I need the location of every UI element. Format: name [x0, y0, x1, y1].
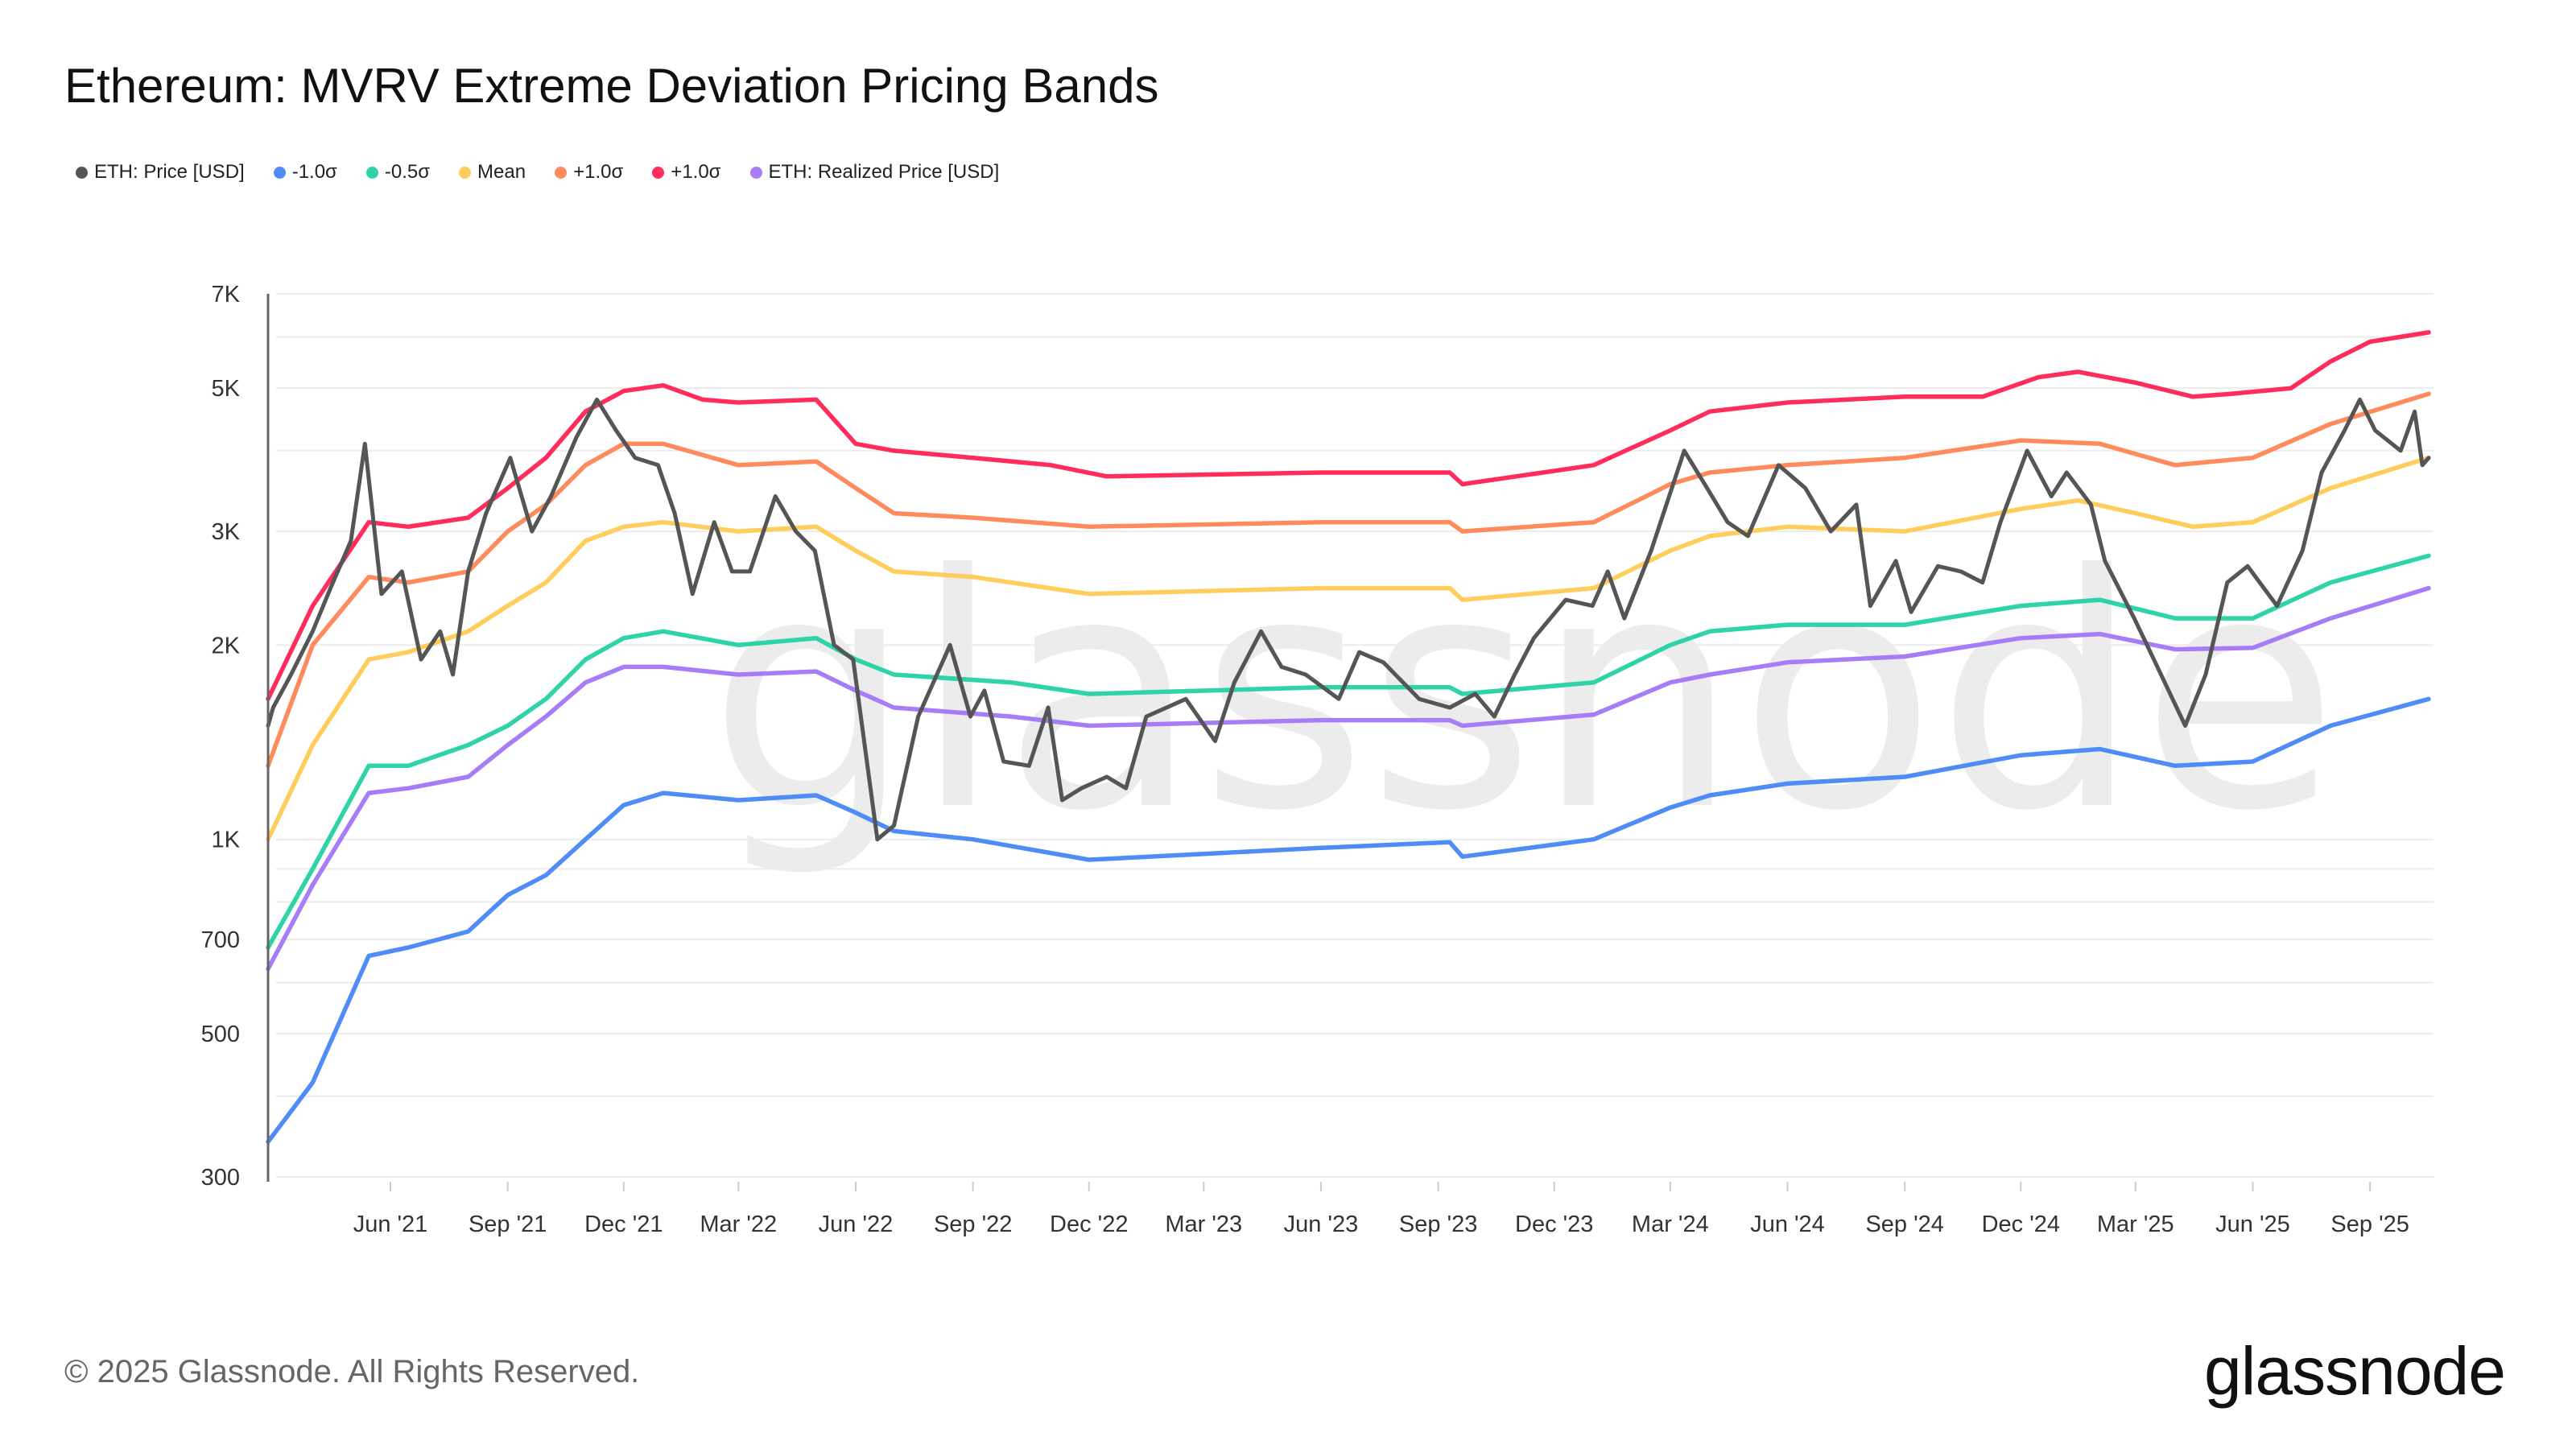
x-tick-label: Jun '23: [1284, 1212, 1359, 1237]
x-tick-label: Jun '25: [2215, 1212, 2290, 1237]
chart-title: Ethereum: MVRV Extreme Deviation Pricing…: [64, 59, 1159, 113]
series-lines: [266, 330, 2431, 1145]
x-axis-ticks: Jun '21 Sep '21 Dec '21 Mar '22 Jun '22 Sep '…: [353, 1182, 2409, 1237]
legend-dot-icon: [652, 166, 665, 179]
legend-dot-icon: [365, 166, 378, 179]
legend-dot-icon: [555, 166, 568, 179]
legend-item[interactable]: Mean: [459, 161, 526, 184]
y-tick-label: 3K: [212, 519, 241, 545]
legend-item[interactable]: +1.0σ: [652, 161, 721, 184]
legend-dot-icon: [76, 166, 88, 179]
x-tick-label: Sep '22: [934, 1212, 1012, 1237]
series-line-eth-price-usd-: [266, 397, 2431, 842]
series-line--1-0-: [266, 391, 2431, 769]
legend-item[interactable]: -0.5σ: [365, 161, 431, 184]
x-tick-label: Dec '23: [1515, 1212, 1593, 1237]
watermark: glassnode: [708, 507, 2339, 881]
x-tick-label: Mar '22: [700, 1212, 777, 1237]
x-tick-label: Mar '24: [1632, 1212, 1709, 1237]
legend-dot-icon: [273, 166, 286, 179]
series-line--1-0-: [266, 330, 2431, 702]
glassnode-logo: glassnode: [2204, 1333, 2506, 1409]
copyright: © 2025 Glassnode. All Rights Reserved.: [64, 1354, 640, 1389]
x-tick-label: Sep '24: [1865, 1212, 1943, 1237]
legend-item[interactable]: ETH: Realized Price [USD]: [749, 161, 1000, 184]
series-line--1-0-: [266, 696, 2431, 1145]
y-axis-ticks: 7K 5K 3K 2K 1K 700 500 300: [201, 282, 241, 1191]
x-tick-label: Mar '25: [2097, 1212, 2174, 1237]
legend-dot-icon: [459, 166, 472, 179]
y-tick-label: 500: [201, 1022, 240, 1047]
y-tick-label: 5K: [212, 376, 241, 402]
legend-label: +1.0σ: [671, 161, 721, 183]
legend-item[interactable]: ETH: Price [USD]: [76, 161, 245, 184]
legend: ETH: Price [USD] -1.0σ -0.5σ Mean +1.0σ +1.0σ…: [76, 161, 999, 184]
x-tick-label: Dec '22: [1050, 1212, 1128, 1237]
y-tick-label: 300: [201, 1165, 240, 1191]
y-tick-label: 1K: [212, 828, 241, 853]
x-tick-label: Mar '23: [1165, 1212, 1242, 1237]
x-tick-label: Jun '24: [1750, 1212, 1825, 1237]
grid: [276, 293, 2434, 1178]
y-tick-label: 2K: [212, 633, 241, 658]
legend-label: Mean: [477, 161, 526, 183]
x-tick-label: Dec '21: [584, 1212, 663, 1237]
x-tick-label: Sep '21: [469, 1212, 547, 1237]
legend-dot-icon: [749, 166, 762, 179]
legend-label: ETH: Realized Price [USD]: [768, 161, 1000, 183]
series-line--0-5-: [266, 553, 2431, 950]
x-tick-label: Jun '21: [353, 1212, 428, 1237]
y-tick-label: 7K: [212, 282, 241, 308]
legend-item[interactable]: -1.0σ: [273, 161, 337, 184]
legend-item[interactable]: +1.0σ: [555, 161, 623, 184]
series-line-mean: [266, 455, 2431, 842]
x-tick-label: Sep '23: [1399, 1212, 1477, 1237]
x-tick-label: Jun '22: [819, 1212, 894, 1237]
legend-label: -1.0σ: [291, 161, 337, 183]
y-tick-label: 700: [201, 927, 240, 953]
x-tick-label: Sep '25: [2330, 1212, 2409, 1237]
legend-label: -0.5σ: [384, 161, 431, 183]
x-tick-label: Dec '24: [1982, 1212, 2060, 1237]
legend-label: ETH: Price [USD]: [94, 161, 245, 183]
legend-label: +1.0σ: [573, 161, 624, 183]
